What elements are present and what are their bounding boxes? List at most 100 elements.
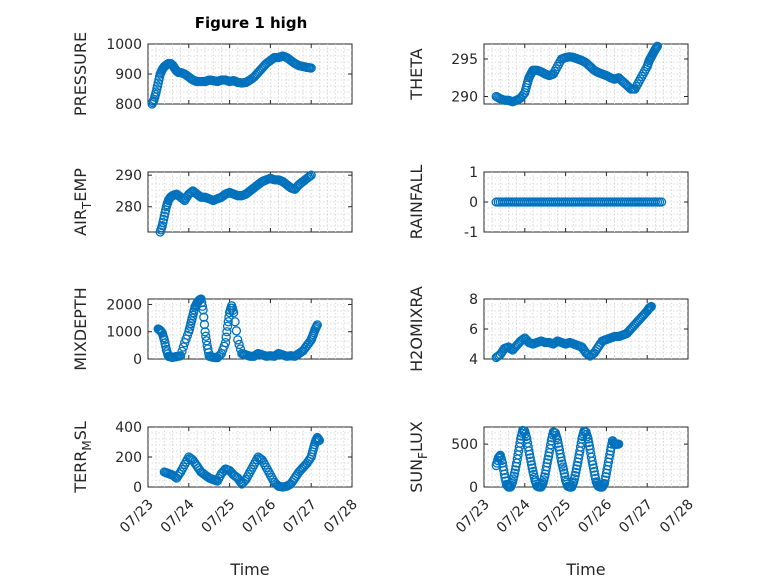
data-point bbox=[656, 197, 667, 207]
data-point bbox=[582, 349, 593, 359]
data-point bbox=[524, 446, 534, 456]
y-axis-label: SUNFLUX bbox=[407, 421, 430, 493]
y-tick-label: 500 bbox=[451, 437, 478, 453]
data-point bbox=[169, 471, 179, 481]
data-point bbox=[229, 307, 239, 318]
y-tick-label: 2000 bbox=[106, 297, 142, 313]
y-axis-label: THETA bbox=[407, 48, 426, 100]
data-point bbox=[509, 468, 520, 478]
subplot-4: 0 1000 2000 MIXDEPTH bbox=[71, 287, 353, 371]
data-point bbox=[198, 305, 208, 315]
subplot-2: 280 290 AIRTEMP bbox=[71, 168, 353, 237]
data-point bbox=[554, 442, 564, 452]
data-point bbox=[583, 434, 593, 444]
y-tick-label: 400 bbox=[115, 420, 142, 436]
data-point bbox=[524, 449, 535, 460]
data-point bbox=[589, 466, 599, 477]
data-point bbox=[558, 465, 569, 475]
y-tick-label: 0 bbox=[469, 195, 478, 211]
data-point bbox=[553, 438, 563, 448]
data-point bbox=[552, 435, 563, 445]
data-point bbox=[177, 193, 187, 203]
data-point bbox=[542, 458, 552, 468]
data-point bbox=[306, 170, 316, 180]
y-tick-label: 1000 bbox=[106, 37, 142, 53]
y-tick-label: 290 bbox=[451, 90, 478, 106]
y-tick-label: 1 bbox=[469, 165, 478, 181]
subplot-0: 800 900 1000 PRESSURE bbox=[71, 32, 353, 116]
data-point bbox=[543, 454, 553, 465]
data-point bbox=[526, 456, 536, 466]
data-point bbox=[590, 470, 600, 480]
subplot-1: 290 295 THETA bbox=[407, 41, 689, 107]
y-tick-label: 900 bbox=[115, 67, 142, 83]
data-point bbox=[571, 464, 582, 474]
y-axis-label: MIXDEPTH bbox=[71, 287, 90, 370]
y-axis-label: AIRTEMP bbox=[71, 168, 94, 236]
y-tick-label: -1 bbox=[464, 225, 478, 241]
data-point bbox=[222, 327, 232, 337]
data-point bbox=[231, 326, 242, 336]
data-point bbox=[222, 321, 233, 331]
data-point bbox=[230, 317, 240, 327]
data-point bbox=[572, 460, 582, 471]
data-point bbox=[605, 450, 615, 460]
y-axis-label: H2OMIXRA bbox=[407, 286, 426, 372]
data-point bbox=[199, 319, 210, 330]
y-axis-label: RAINFALL bbox=[407, 165, 426, 240]
data-point bbox=[559, 468, 569, 478]
y-tick-label: 6 bbox=[469, 322, 478, 338]
data-point bbox=[527, 463, 537, 473]
y-tick-label: 0 bbox=[133, 480, 142, 496]
y-tick-label: 0 bbox=[133, 352, 142, 368]
data-point bbox=[201, 331, 211, 341]
data-point bbox=[312, 320, 322, 330]
y-tick-label: 290 bbox=[115, 168, 142, 184]
data-point bbox=[584, 437, 594, 448]
y-axis-label: PRESSURE bbox=[71, 32, 90, 116]
data-point bbox=[600, 475, 610, 485]
data-point bbox=[605, 446, 616, 456]
data-point bbox=[306, 63, 316, 73]
data-point bbox=[175, 351, 186, 361]
data-point bbox=[599, 478, 610, 489]
data-point bbox=[510, 465, 520, 475]
y-tick-label: 1000 bbox=[106, 325, 142, 341]
data-point bbox=[185, 188, 195, 198]
data-point bbox=[499, 465, 509, 476]
y-axis-label: TERRMSL bbox=[71, 421, 94, 494]
x-axis-label: Time bbox=[229, 560, 269, 579]
data-point bbox=[223, 317, 233, 327]
data-point bbox=[587, 456, 597, 466]
data-point bbox=[607, 439, 617, 449]
data-point bbox=[499, 469, 510, 479]
y-tick-label: 295 bbox=[451, 52, 478, 68]
data-point bbox=[646, 301, 656, 312]
data-point bbox=[571, 467, 581, 478]
data-point bbox=[305, 171, 315, 181]
y-tick-label: 8 bbox=[469, 292, 478, 308]
data-point bbox=[303, 172, 314, 182]
data-point bbox=[197, 301, 208, 311]
data-point bbox=[541, 462, 552, 472]
y-tick-label: 200 bbox=[115, 450, 142, 466]
data-point bbox=[613, 439, 624, 449]
data-point bbox=[526, 460, 537, 470]
data-point bbox=[200, 327, 210, 337]
data-point bbox=[234, 339, 244, 350]
data-point bbox=[214, 351, 224, 361]
data-point bbox=[556, 452, 566, 463]
data-point bbox=[221, 332, 231, 342]
data-point bbox=[177, 346, 187, 357]
figure-title: Figure 1 high bbox=[195, 14, 308, 32]
x-axis-label: Time bbox=[565, 560, 605, 579]
data-point bbox=[314, 435, 325, 446]
data-point bbox=[233, 335, 243, 345]
y-tick-label: 4 bbox=[469, 352, 478, 368]
data-point bbox=[178, 342, 189, 352]
y-tick-label: 0 bbox=[469, 480, 478, 496]
y-tick-label: 280 bbox=[115, 200, 142, 216]
data-point bbox=[584, 350, 594, 360]
data-point bbox=[652, 41, 663, 51]
